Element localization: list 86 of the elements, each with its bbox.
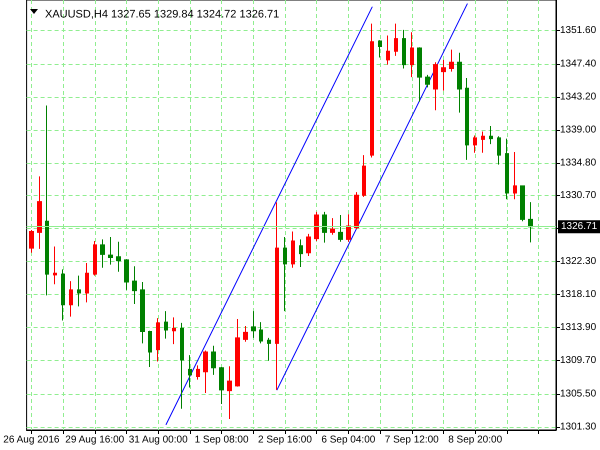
- x-tick-label: 29 Aug 16:00: [65, 434, 125, 446]
- candlestick: [37, 176, 42, 250]
- candlestick: [520, 185, 525, 222]
- candlestick: [497, 136, 501, 166]
- candlestick: [172, 316, 176, 345]
- candlestick: [259, 322, 263, 344]
- candlestick: [227, 366, 232, 420]
- x-tick-label: 8 Sep 20:00: [448, 434, 503, 446]
- candlestick: [196, 364, 200, 380]
- candlestick: [481, 131, 485, 154]
- y-tick-label: 1334.80: [560, 158, 597, 169]
- candlestick: [283, 236, 287, 312]
- y-tick-label: 1301.30: [560, 421, 597, 432]
- y-tick-label: 1330.70: [560, 190, 597, 201]
- candlestick: [299, 238, 303, 268]
- candlestick: [314, 211, 319, 242]
- x-tick-label: 26 Aug 2016: [3, 434, 60, 446]
- candlestick: [410, 32, 414, 78]
- candlestick: [322, 211, 327, 244]
- y-tick-label: 1343.20: [560, 91, 597, 102]
- y-tick-label: 1339.00: [560, 124, 597, 136]
- candlestick: [394, 23, 398, 56]
- candlestick: [330, 218, 335, 236]
- candlestick: [116, 241, 121, 272]
- y-tick-label: 1318.10: [560, 289, 597, 300]
- candlestick: [77, 275, 81, 307]
- candlestick: [45, 105, 49, 296]
- candlestick: [85, 262, 89, 303]
- candlestick: [267, 337, 271, 362]
- x-tick-label: 1 Sep 08:00: [194, 434, 249, 446]
- candlestick: [188, 354, 192, 388]
- candlestick: [235, 318, 240, 388]
- y-tick-label: 1322.30: [560, 256, 597, 267]
- candlestick: [449, 49, 454, 72]
- candlestick: [489, 126, 493, 145]
- candlestick: [425, 74, 430, 88]
- candlestick: [386, 34, 390, 66]
- candlestick: [124, 258, 129, 290]
- candlestick: [528, 202, 533, 243]
- candlestick: [53, 246, 57, 285]
- candlestick: [473, 134, 477, 154]
- x-tick-label: 7 Sep 12:00: [384, 434, 440, 446]
- candlestick: [402, 29, 406, 70]
- candlestick: [108, 236, 113, 266]
- candlestick: [441, 59, 446, 92]
- candlestick: [69, 280, 73, 318]
- ref-line-label: 1326.71: [561, 221, 598, 232]
- candlestick: [100, 238, 105, 268]
- candlestick: [140, 281, 145, 344]
- candlestick: [417, 46, 422, 102]
- text: XAUUSD,H4 1327.65 1329.84 1324.72 1326.71: [45, 8, 280, 20]
- candlestick: [61, 268, 65, 322]
- candlestick: [370, 23, 374, 158]
- candlestick: [457, 52, 462, 114]
- candlestick: [306, 233, 311, 256]
- candlestick: [433, 62, 438, 111]
- candlestick: [93, 240, 97, 276]
- candlestick: [211, 345, 216, 376]
- x-tick-label: 6 Sep 04:00: [321, 434, 376, 446]
- candlestick: [219, 366, 224, 405]
- candlestick: [243, 326, 248, 342]
- candlestick: [29, 229, 34, 254]
- candlestick: [148, 330, 152, 368]
- candlestick: [505, 138, 509, 200]
- y-tick-label: 1305.50: [560, 388, 597, 400]
- candlestick: [203, 350, 208, 394]
- candlestick: [354, 192, 359, 230]
- candlestick: [291, 231, 295, 268]
- candlestick: [132, 266, 137, 304]
- y-tick-label: 1347.40: [560, 58, 597, 70]
- candlestick: [275, 202, 279, 390]
- x-tick-label: 31 Aug 00:00: [128, 434, 188, 446]
- candlestick: [362, 154, 366, 198]
- candlestick: [346, 214, 351, 242]
- candlestick: [465, 77, 469, 160]
- candlestick: [180, 322, 184, 410]
- x-tick-label: 2 Sep 16:00: [258, 434, 312, 446]
- y-tick-label: 1313.90: [560, 322, 597, 334]
- candlestick: [251, 310, 256, 338]
- candlestick: [513, 151, 517, 200]
- candlestick: [164, 310, 168, 340]
- y-tick-label: 1309.70: [560, 355, 597, 366]
- candlestick: [338, 214, 343, 242]
- candlestick: [156, 318, 160, 362]
- y-tick-label: 1351.60: [560, 25, 597, 36]
- candlestick: [378, 40, 382, 58]
